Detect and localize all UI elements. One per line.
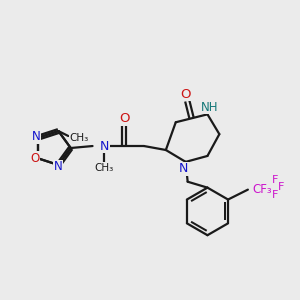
Text: CF₃: CF₃	[252, 183, 272, 196]
Text: N: N	[32, 130, 41, 143]
Text: O: O	[180, 88, 191, 101]
Text: N: N	[179, 162, 188, 175]
Text: F: F	[278, 182, 285, 192]
Text: NH: NH	[201, 101, 218, 114]
Text: N: N	[100, 140, 109, 152]
Text: F: F	[272, 190, 278, 200]
Text: F: F	[272, 175, 278, 185]
Text: CH₃: CH₃	[95, 163, 114, 173]
Text: O: O	[119, 112, 130, 125]
Text: O: O	[30, 152, 39, 165]
Text: N: N	[54, 160, 63, 173]
Text: CH₃: CH₃	[70, 133, 89, 143]
